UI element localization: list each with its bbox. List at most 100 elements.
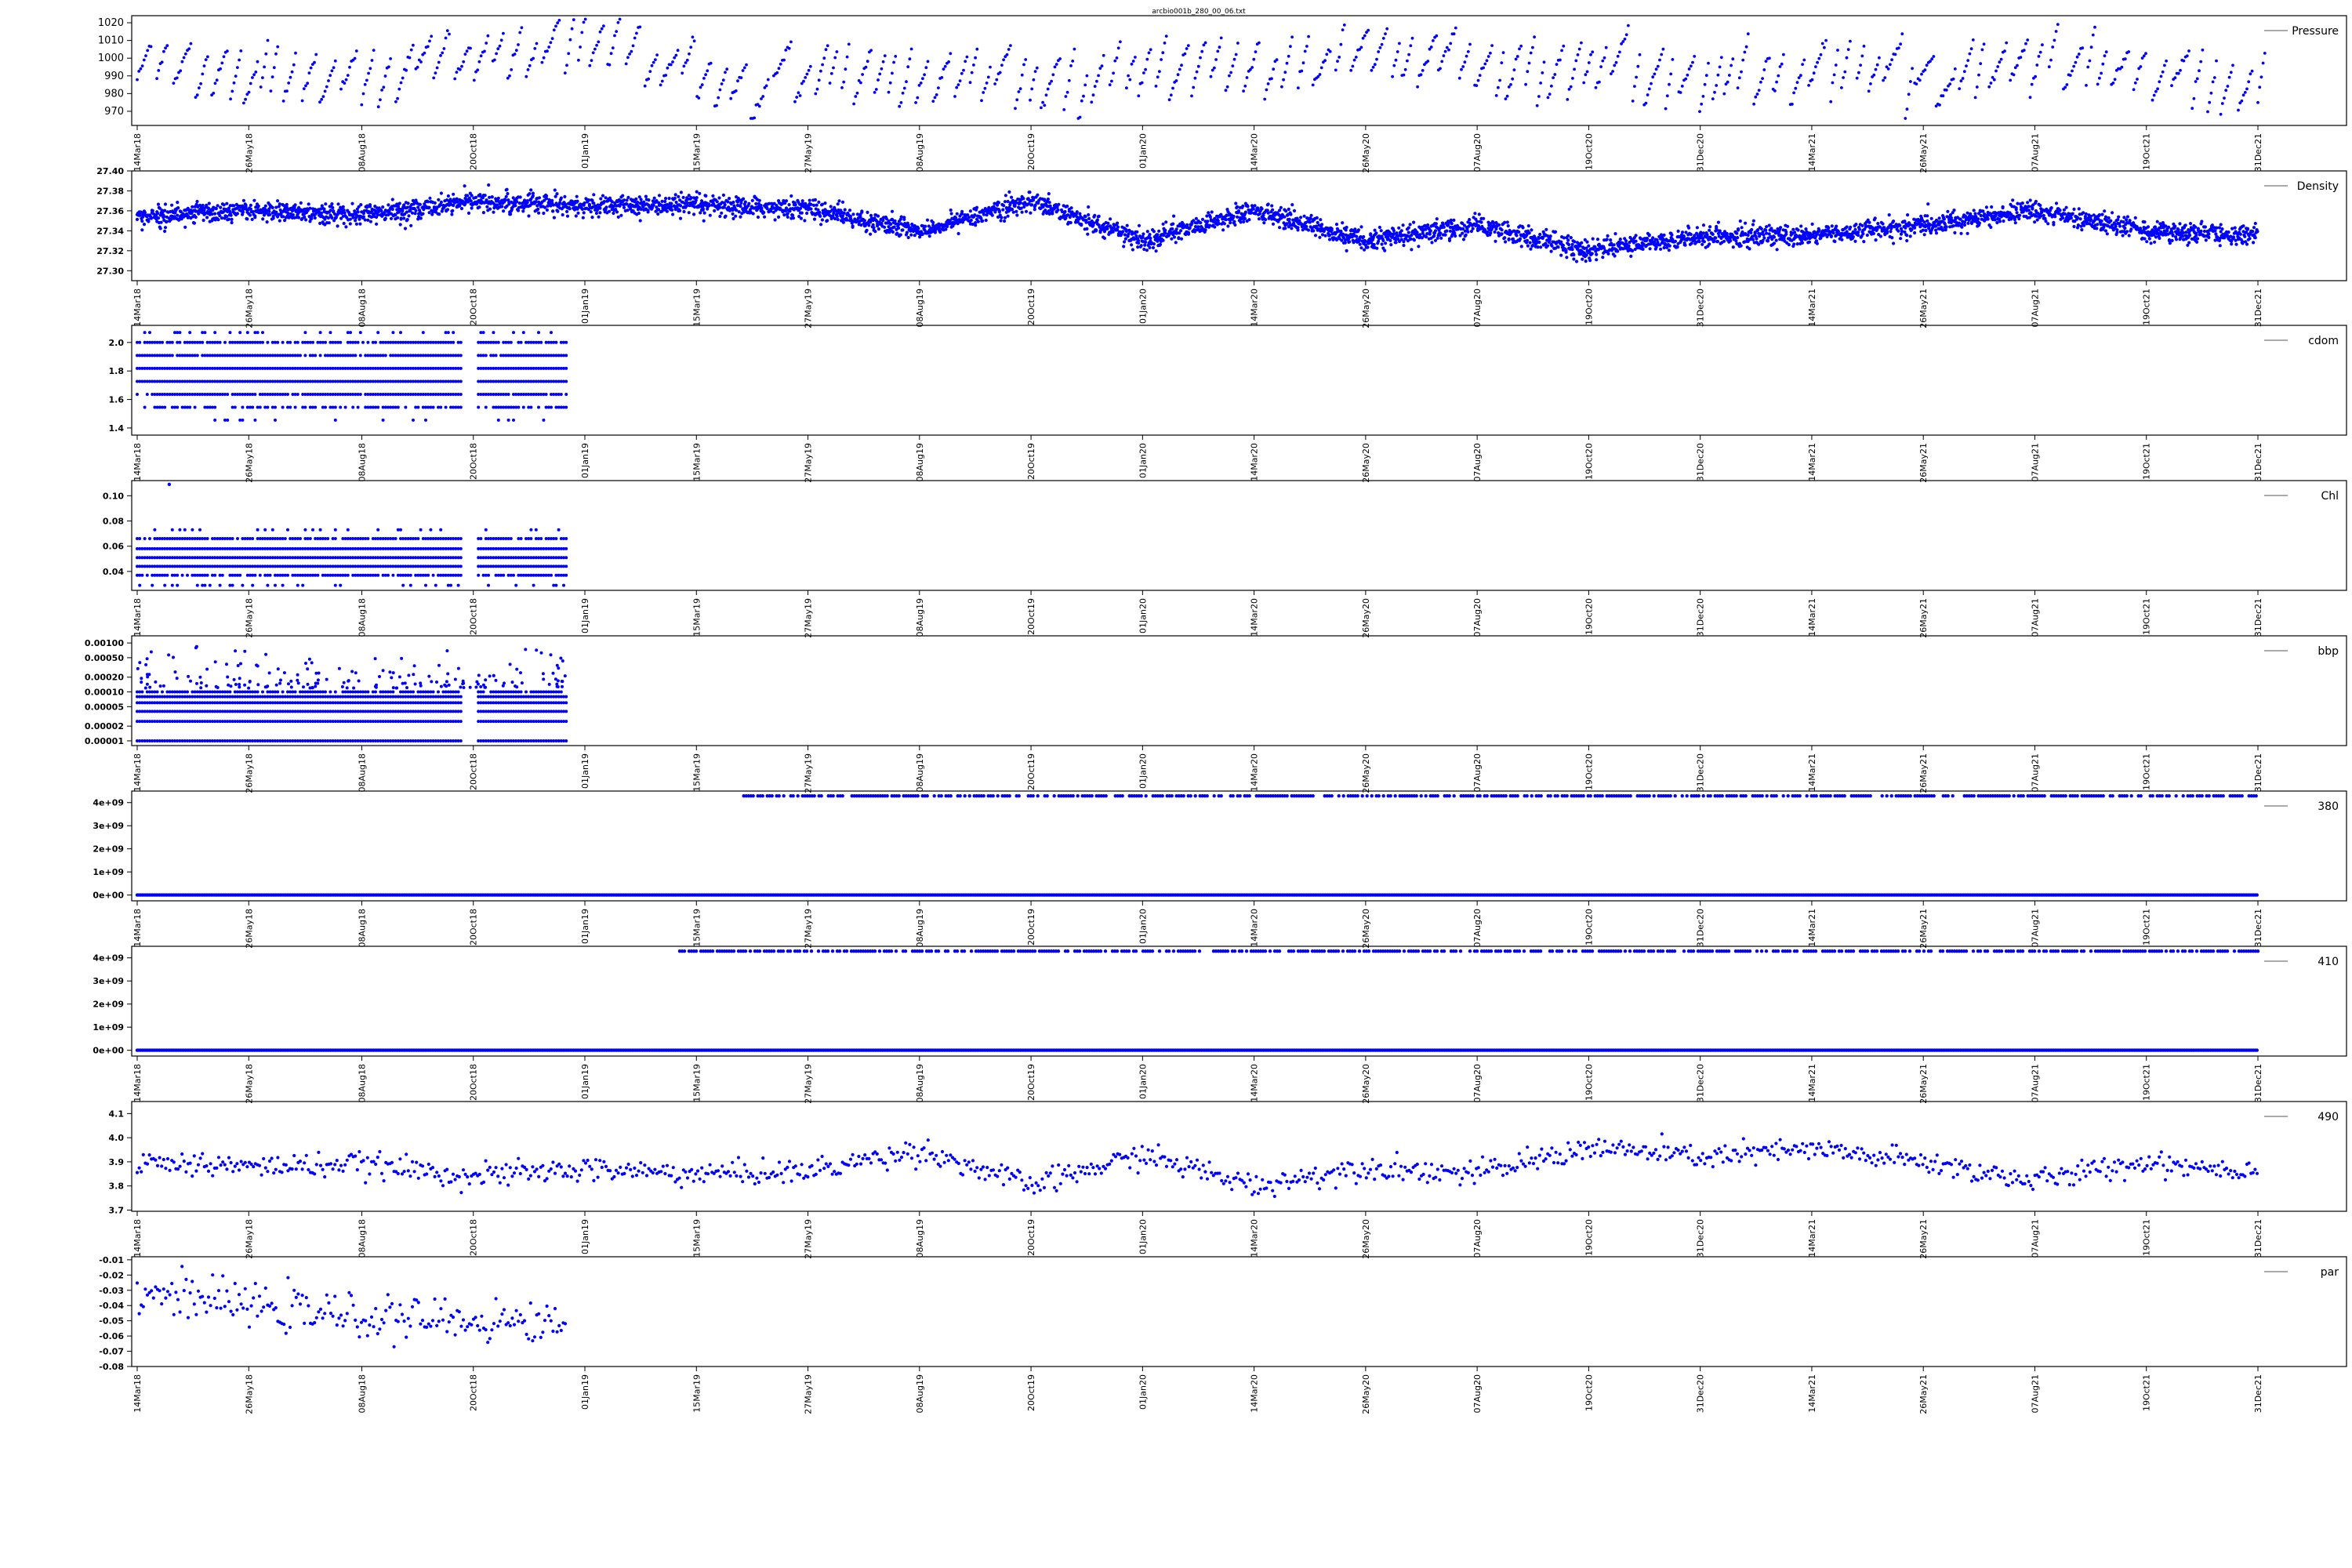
data-point: [1689, 232, 1693, 237]
data-point: [1629, 254, 1633, 258]
data-point: [534, 200, 538, 204]
data-point: [1610, 72, 1613, 75]
data-point: [1377, 50, 1381, 53]
data-point: [486, 34, 490, 38]
data-point: [1701, 231, 1706, 235]
data-point: [1556, 245, 1560, 249]
data-point: [695, 190, 699, 194]
data-point: [1656, 64, 1660, 68]
data-point: [1531, 45, 1534, 49]
data-point: [1270, 204, 1274, 208]
data-point: [202, 208, 206, 212]
data-point: [750, 198, 754, 202]
data-point: [1127, 74, 1130, 78]
data-point: [737, 210, 741, 214]
data-point: [756, 215, 760, 220]
data-point: [660, 79, 664, 83]
data-point: [789, 40, 793, 44]
data-point: [773, 218, 777, 222]
data-point: [921, 77, 924, 81]
data-point: [1161, 222, 1165, 226]
data-point: [481, 211, 486, 215]
data-point: [652, 196, 656, 200]
data-point: [1383, 249, 1387, 252]
data-point: [474, 195, 478, 199]
data-point: [477, 60, 481, 64]
data-point: [2077, 53, 2081, 56]
data-point: [1959, 79, 1963, 83]
data-point: [1439, 231, 1443, 235]
data-point: [1815, 241, 1819, 245]
data-point: [1312, 229, 1316, 233]
data-point: [1141, 234, 1145, 239]
data-point: [1224, 89, 1228, 93]
data-point: [1195, 70, 1199, 74]
data-point: [2038, 50, 2042, 54]
data-point: [799, 216, 803, 220]
data-point: [897, 223, 901, 227]
data-point: [933, 96, 937, 100]
data-point: [143, 211, 147, 215]
data-point: [557, 19, 561, 22]
data-point: [550, 37, 554, 40]
data-point: [306, 209, 310, 212]
data-point: [406, 201, 410, 205]
data-point: [570, 27, 574, 31]
data-point: [1380, 242, 1384, 246]
data-point: [289, 75, 292, 79]
data-point: [613, 34, 616, 38]
data-point: [328, 74, 332, 78]
data-point: [1219, 36, 1223, 40]
data-point: [455, 197, 459, 201]
data-point: [341, 205, 345, 209]
data-point: [434, 71, 437, 74]
data-point: [1654, 67, 1658, 71]
data-point: [999, 219, 1003, 223]
data-point: [1857, 233, 1860, 238]
data-point: [1594, 85, 1598, 89]
data-point: [1577, 47, 1581, 51]
data-point: [1845, 56, 1849, 60]
data-point: [1751, 219, 1755, 223]
data-point: [791, 216, 796, 220]
data-point: [1973, 96, 1977, 100]
data-point: [1203, 41, 1207, 45]
data-point: [803, 219, 807, 223]
data-point: [1748, 247, 1751, 251]
data-point: [1515, 55, 1519, 58]
data-point: [402, 203, 406, 207]
data-point: [565, 64, 568, 67]
data-point: [599, 197, 603, 201]
data-point: [887, 90, 891, 94]
data-point: [826, 44, 829, 48]
data-point: [1046, 197, 1050, 201]
data-point: [1372, 242, 1376, 247]
data-point: [1759, 227, 1763, 230]
data-point: [1385, 27, 1389, 31]
x-tick-label: 08Aug18: [357, 289, 367, 327]
data-point: [804, 76, 808, 79]
data-point: [403, 227, 408, 230]
data-point: [1365, 31, 1368, 34]
data-point: [283, 219, 287, 223]
data-point: [1476, 78, 1480, 82]
data-point: [302, 87, 306, 90]
data-point: [336, 224, 339, 228]
data-point: [1548, 93, 1552, 96]
data-point: [381, 205, 385, 209]
data-point: [1665, 94, 1669, 98]
data-point: [1604, 45, 1608, 49]
data-point: [1691, 60, 1694, 64]
data-point: [1363, 248, 1367, 252]
data-point: [1500, 61, 1504, 64]
data-point: [1859, 64, 1863, 67]
data-point: [1282, 78, 1285, 82]
data-point: [731, 200, 735, 205]
data-point: [1036, 193, 1040, 197]
data-point: [249, 203, 252, 207]
data-point: [857, 79, 861, 82]
data-point: [203, 212, 207, 216]
x-tick-label: 01Jan19: [580, 289, 590, 324]
data-point: [1318, 235, 1322, 239]
